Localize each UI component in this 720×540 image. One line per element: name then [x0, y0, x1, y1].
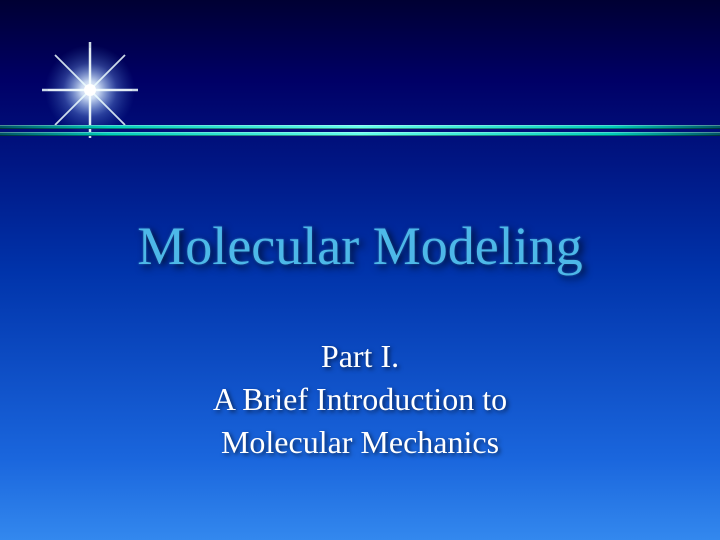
subtitle-line-2: A Brief Introduction to [0, 378, 720, 421]
slide-title: Molecular Modeling [0, 215, 720, 277]
subtitle-line-3: Molecular Mechanics [0, 421, 720, 464]
subtitle-line-1: Part I. [0, 335, 720, 378]
slide-container: Molecular Modeling Part I. A Brief Intro… [0, 0, 720, 540]
horizontal-divider [0, 125, 720, 139]
divider-line-bottom [0, 132, 720, 136]
slide-subtitle: Part I. A Brief Introduction to Molecula… [0, 335, 720, 465]
